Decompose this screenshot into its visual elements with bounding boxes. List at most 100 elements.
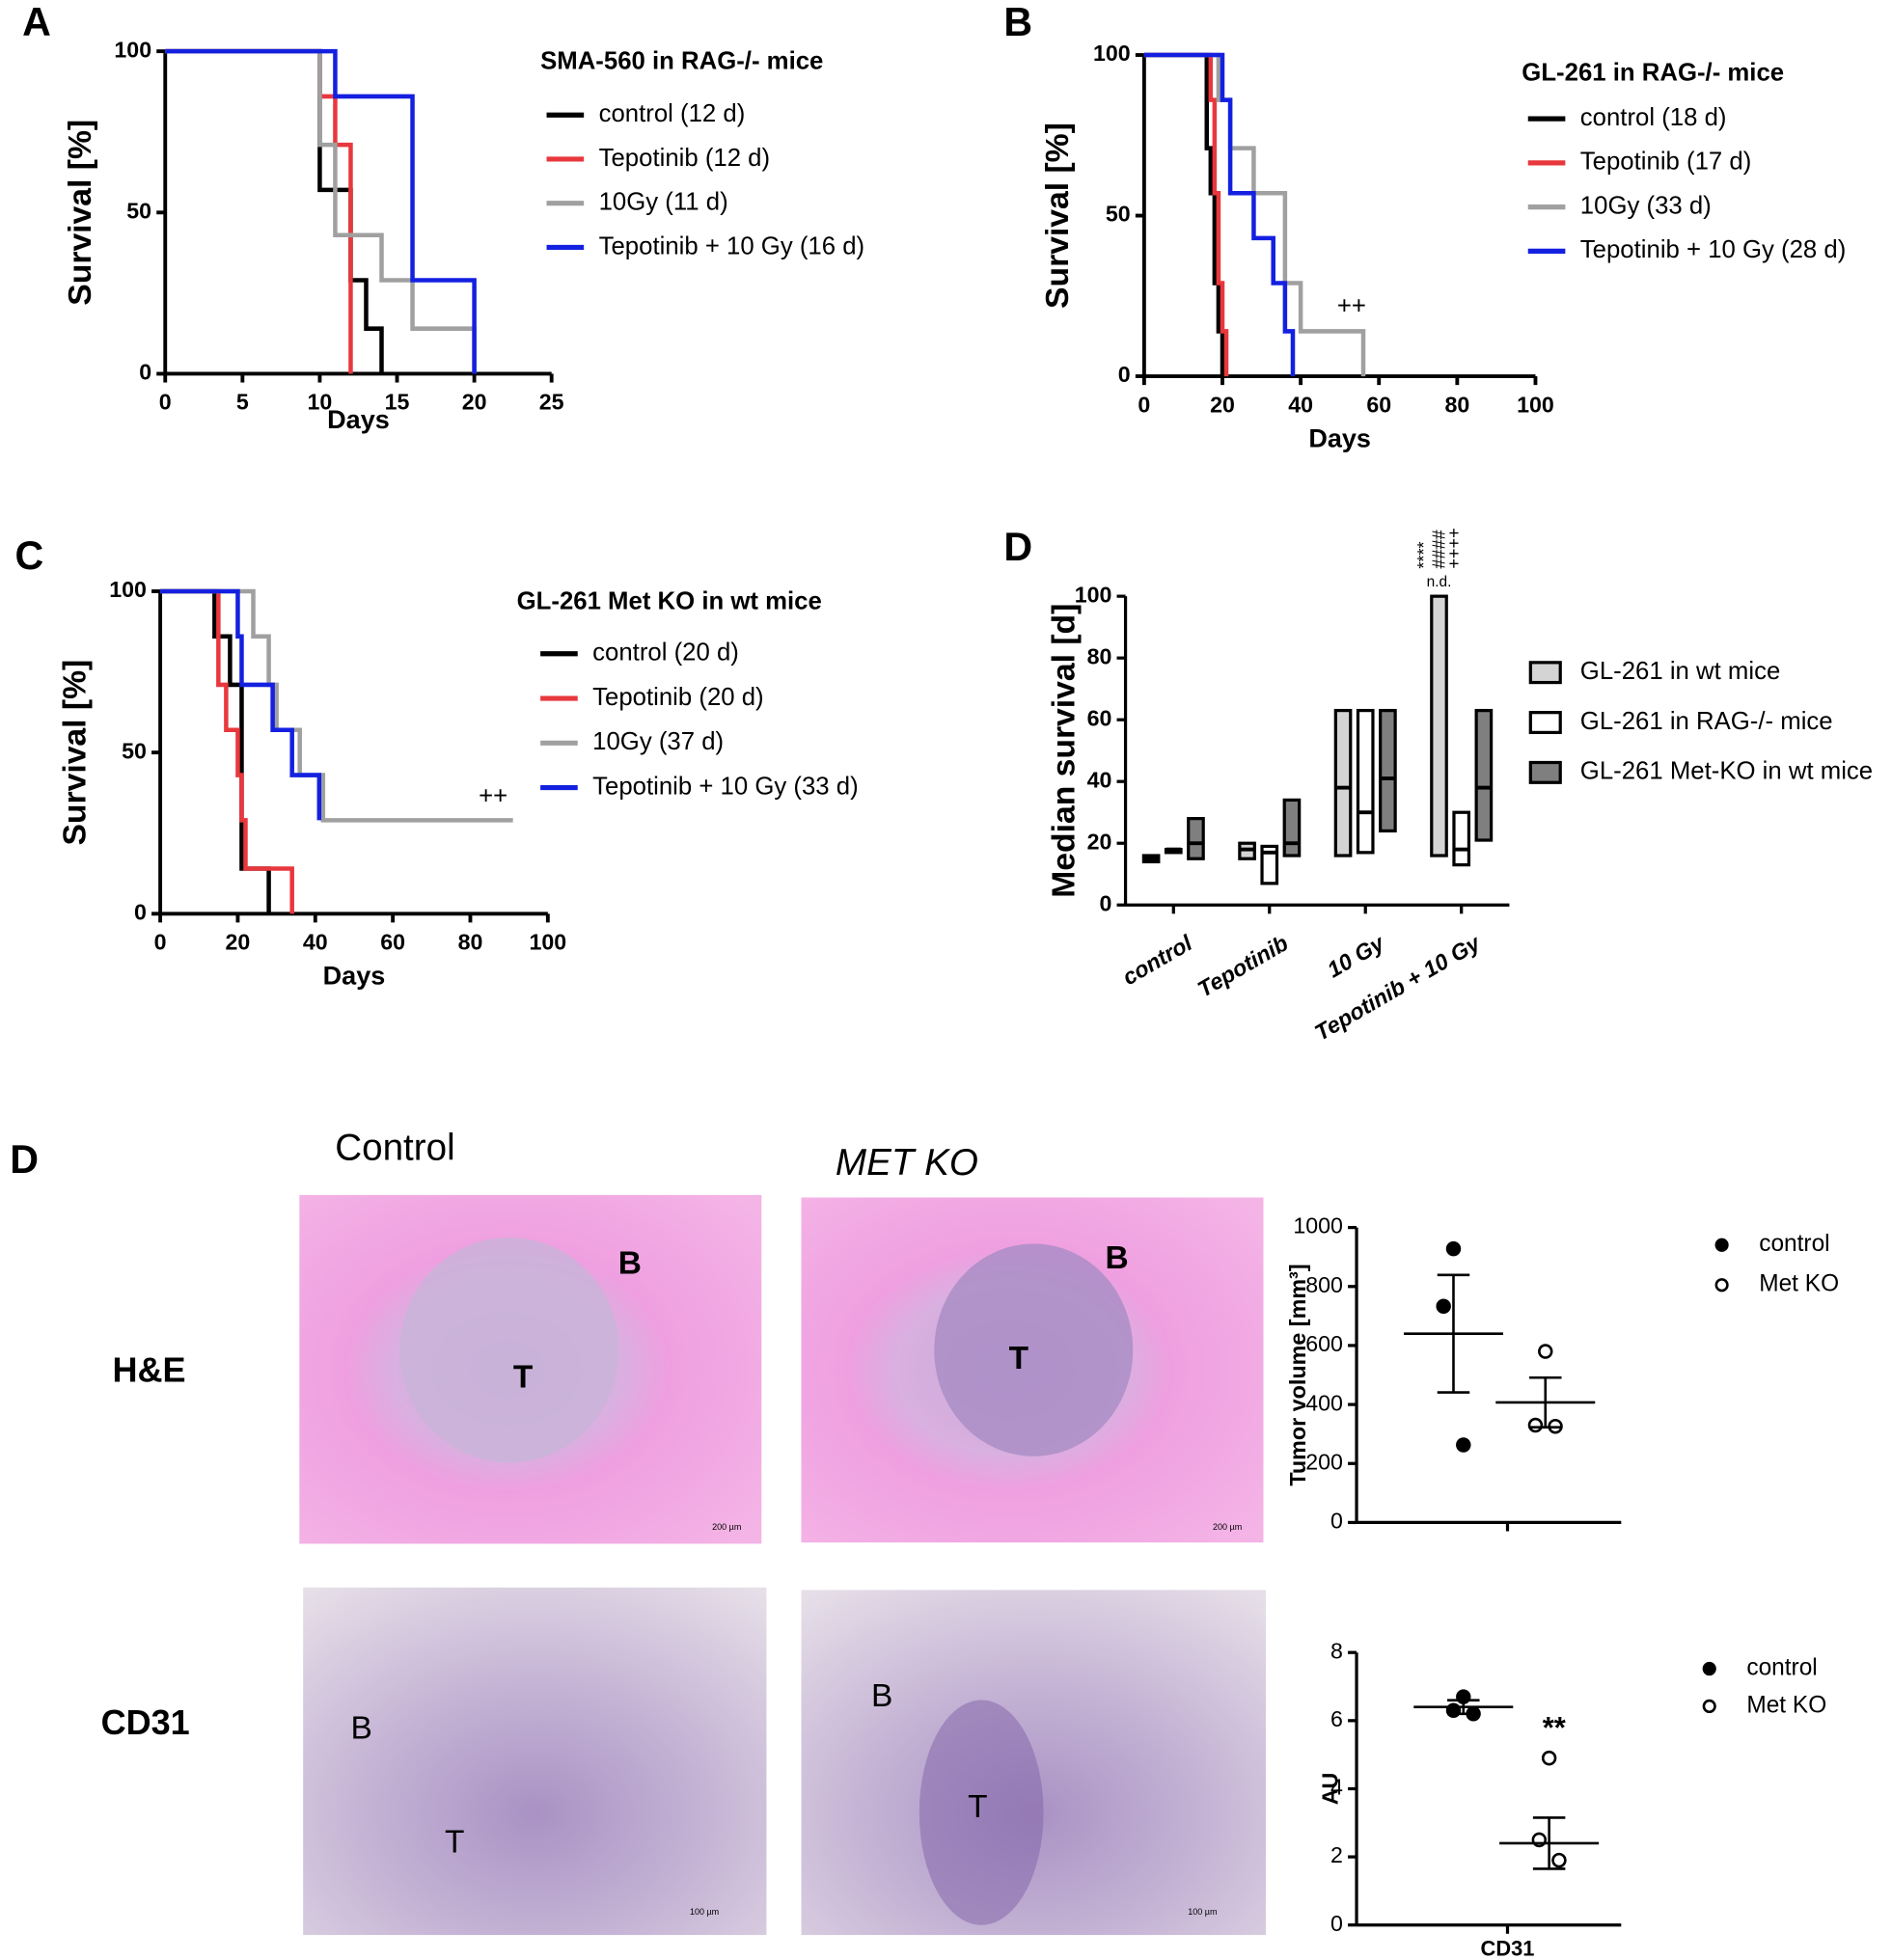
x-tick-label: 15 xyxy=(385,390,410,415)
image-label: B xyxy=(871,1678,892,1714)
legend-label: control (18 d) xyxy=(1580,104,1727,131)
range-bar xyxy=(1430,594,1448,858)
x-tick-label: 60 xyxy=(1366,392,1391,417)
x-tick-label: 10 xyxy=(308,390,333,415)
y-tick-label: 20 xyxy=(1087,829,1112,854)
y-tick-label: 0 xyxy=(1118,362,1131,387)
x-tick-label: 10 Gy xyxy=(1323,930,1389,983)
y-tick-label: 200 xyxy=(1305,1449,1343,1474)
x-tick-label: 25 xyxy=(539,390,564,415)
column-header: Control xyxy=(335,1127,455,1168)
legend-title: GL-261 Met KO in wt mice xyxy=(517,587,822,614)
panel-letter: D xyxy=(1003,525,1032,569)
legend-swatch xyxy=(1528,661,1562,685)
survival-curve xyxy=(1143,52,1229,377)
range-bar xyxy=(1260,844,1279,885)
data-point xyxy=(1445,1240,1462,1257)
x-tick-label: 40 xyxy=(1288,392,1313,417)
x-tick-label: 80 xyxy=(458,930,483,955)
data-point xyxy=(1551,1852,1567,1868)
legend-title: GL-261 in RAG-/- mice xyxy=(1522,59,1784,86)
legend-label: 10Gy (11 d) xyxy=(599,188,728,215)
annotation: ++ xyxy=(479,783,507,810)
y-tick-label: 100 xyxy=(109,577,147,602)
legend-label: control (20 d) xyxy=(592,640,739,667)
annotation: **** xyxy=(1414,541,1434,568)
y-tick-label: 50 xyxy=(126,198,151,223)
image-label: B xyxy=(1105,1240,1128,1276)
x-axis-label: Days xyxy=(1308,422,1371,452)
panel-letter: B xyxy=(1003,0,1032,44)
y-tick-label: 80 xyxy=(1087,643,1112,668)
x-tick-label: 80 xyxy=(1444,392,1469,417)
annotation: ++ xyxy=(1337,293,1366,320)
y-tick-label: 400 xyxy=(1305,1390,1343,1415)
y-axis-label: Tumor volume [mm³] xyxy=(1285,1264,1310,1485)
range-bar xyxy=(1379,708,1397,833)
image-label: B xyxy=(618,1245,642,1281)
y-tick-label: 40 xyxy=(1087,767,1112,792)
y-tick-label: 2 xyxy=(1330,1842,1343,1867)
error-bar xyxy=(1447,1699,1480,1716)
legend-label: Tepotinib (20 d) xyxy=(592,684,763,711)
image-label: T xyxy=(1009,1341,1029,1376)
y-tick-label: 0 xyxy=(139,360,151,385)
legend-marker xyxy=(1714,1238,1729,1252)
y-axis-label: Survival [%] xyxy=(63,120,98,306)
x-tick-label: 5 xyxy=(236,390,249,415)
data-point xyxy=(1456,1437,1471,1453)
legend-title: SMA-560 in RAG-/- mice xyxy=(540,48,823,75)
panel-letter: C xyxy=(14,533,43,578)
x-tick-label: 100 xyxy=(1517,392,1554,417)
data-point xyxy=(1541,1750,1557,1766)
y-tick-label: 50 xyxy=(1106,202,1131,227)
legend-label: Tepotinib + 10 Gy (28 d) xyxy=(1580,236,1846,263)
legend-label: Tepotinib + 10 Gy (16 d) xyxy=(599,232,864,259)
histology-images xyxy=(299,1194,1267,1936)
scale-bar-label: 200 µm xyxy=(712,1522,741,1532)
survival-curve xyxy=(160,588,271,914)
panel-letter: A xyxy=(22,0,51,44)
column-header: MET KO xyxy=(836,1142,978,1184)
legend-label: 10Gy (37 d) xyxy=(592,728,724,755)
scale-bar-label: 200 µm xyxy=(1213,1522,1242,1532)
survival-curve xyxy=(165,48,353,374)
y-tick-label: 0 xyxy=(1099,890,1111,915)
x-tick-label: CD31 xyxy=(1481,1936,1535,1960)
tumor-region xyxy=(919,1700,1044,1925)
y-tick-label: 100 xyxy=(114,37,151,62)
error-bar xyxy=(1437,1273,1470,1394)
data-point xyxy=(1436,1298,1451,1315)
y-axis-label: Median survival [d] xyxy=(1047,604,1083,898)
range-bar xyxy=(1452,810,1471,867)
legend-label: GL-261 Met-KO in wt mice xyxy=(1580,758,1873,785)
x-tick-label: 0 xyxy=(1138,392,1150,417)
y-tick-label: 0 xyxy=(134,899,147,924)
y-tick-label: 1000 xyxy=(1293,1213,1343,1239)
x-tick-label: 20 xyxy=(226,930,251,955)
survival-curve xyxy=(160,588,322,821)
y-tick-label: 4 xyxy=(1330,1775,1343,1800)
legend-label: control xyxy=(1746,1654,1817,1680)
range-bar xyxy=(1187,816,1205,860)
x-axis-label: Days xyxy=(323,961,386,991)
image-label: T xyxy=(968,1789,987,1825)
y-tick-label: 8 xyxy=(1330,1638,1343,1663)
legend-label: Met KO xyxy=(1759,1271,1839,1297)
legend-label: Tepotinib (12 d) xyxy=(599,145,770,172)
tumor-region xyxy=(399,1237,619,1463)
x-tick-label: 0 xyxy=(159,390,172,415)
data-point xyxy=(1527,1417,1544,1433)
image-label: T xyxy=(445,1824,464,1860)
panel-letter: D xyxy=(10,1137,39,1182)
x-tick-label: 40 xyxy=(303,930,328,955)
y-tick-label: 6 xyxy=(1330,1706,1343,1731)
y-axis-label: Survival [%] xyxy=(1040,122,1076,309)
legend-label: Met KO xyxy=(1746,1692,1826,1718)
x-tick-label: 0 xyxy=(154,930,167,955)
scale-bar-label: 100 µm xyxy=(1188,1907,1217,1917)
row-label: CD31 xyxy=(101,1702,190,1742)
range-bar xyxy=(1356,708,1375,855)
legend-marker xyxy=(1714,1278,1729,1293)
